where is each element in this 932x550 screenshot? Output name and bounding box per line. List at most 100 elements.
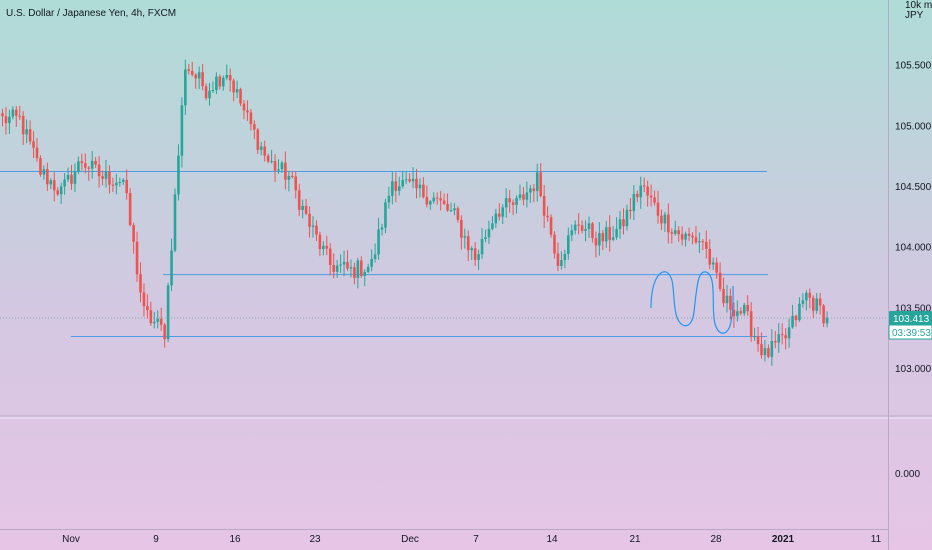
- candle-body: [491, 223, 494, 229]
- indicator-zero-tick: 0.000: [895, 469, 920, 480]
- candle-body: [453, 208, 456, 211]
- candle-body: [328, 248, 332, 266]
- candle-body: [101, 176, 104, 179]
- last-price-tag: 103.413: [889, 311, 932, 325]
- candle-body: [184, 69, 187, 106]
- candle-body: [56, 190, 59, 195]
- candle-body: [577, 224, 580, 226]
- candle-body: [353, 267, 356, 278]
- candle-body: [618, 219, 622, 229]
- candle-body: [760, 344, 763, 356]
- candle-body: [591, 223, 594, 239]
- candle-body: [73, 171, 77, 184]
- candle-body: [259, 146, 263, 150]
- candle-body: [470, 248, 473, 251]
- candle-body: [204, 86, 208, 99]
- candle-body: [801, 300, 805, 304]
- candle-body: [404, 179, 408, 181]
- candle-body: [825, 317, 829, 324]
- candle-body: [277, 169, 280, 171]
- candle-body: [222, 77, 225, 87]
- candle-body: [708, 248, 712, 265]
- candle-body: [42, 169, 46, 175]
- candle-body: [111, 184, 115, 186]
- time-tick-3: 23: [309, 534, 321, 545]
- time-tick-10: 11: [871, 534, 882, 545]
- candle-body: [739, 311, 743, 314]
- candle-body: [549, 217, 553, 235]
- candle-body: [546, 215, 549, 218]
- candle-body: [163, 324, 166, 340]
- candle-body: [335, 265, 339, 272]
- candle-body: [805, 292, 808, 301]
- candle-body: [808, 292, 812, 298]
- candle-body: [197, 72, 201, 79]
- candle-body: [446, 203, 449, 211]
- candle-body: [18, 115, 22, 117]
- candle-body: [187, 69, 191, 71]
- candle-body: [425, 197, 429, 205]
- candle-body: [729, 295, 732, 310]
- projected-path: [650, 271, 734, 334]
- candle-body: [736, 311, 739, 317]
- candle-body: [563, 253, 567, 261]
- candle-body: [608, 227, 611, 240]
- candle-body: [311, 225, 315, 227]
- candle-body: [784, 335, 787, 339]
- candle-body: [118, 181, 122, 183]
- candle-body: [525, 192, 529, 200]
- candle-body: [391, 181, 394, 196]
- candle-body: [691, 235, 694, 238]
- candle-body: [28, 129, 32, 142]
- time-tick-6: 14: [546, 534, 558, 545]
- candle-body: [598, 233, 601, 246]
- candle-body: [115, 182, 118, 186]
- candle-body: [767, 348, 770, 357]
- candle-body: [511, 202, 515, 205]
- candle-body: [239, 89, 242, 104]
- candle-body: [570, 230, 574, 236]
- countdown-value: 03:39:53: [892, 328, 931, 339]
- support-resistance-lines: [0, 170, 768, 337]
- time-tick-1: 9: [153, 534, 159, 545]
- candle-body: [142, 292, 146, 307]
- price-axis[interactable]: 105.500 105.000 104.500 104.000 103.500 103.0…: [895, 61, 932, 375]
- candle-body: [401, 180, 404, 187]
- candle-body: [25, 129, 28, 135]
- candle-body: [32, 141, 35, 148]
- candle-body: [301, 205, 304, 210]
- candle-body: [52, 180, 56, 191]
- candle-body: [266, 155, 270, 162]
- candle-body: [439, 198, 442, 201]
- candle-body: [318, 234, 322, 250]
- candle-body: [15, 109, 18, 116]
- candle-body: [190, 70, 194, 75]
- candle-body: [363, 271, 367, 276]
- candle-body: [501, 207, 505, 217]
- candle-body: [660, 215, 663, 224]
- candle-body: [601, 233, 605, 242]
- candle-body: [791, 315, 794, 328]
- candle-body: [680, 234, 684, 240]
- candle-body: [622, 219, 625, 227]
- candle-body: [84, 163, 87, 168]
- time-axis[interactable]: Nov 9 16 23 Dec 7 14 21 28 2021 11: [62, 534, 882, 545]
- candle-body: [356, 260, 360, 278]
- candle-body: [698, 241, 701, 243]
- candle-body: [159, 318, 163, 325]
- candle-body: [39, 158, 42, 175]
- candle-body: [818, 298, 822, 306]
- candle-body: [373, 254, 377, 259]
- candle-body: [228, 74, 232, 81]
- candle-body: [560, 260, 563, 266]
- candle-body: [556, 253, 560, 266]
- candle-body: [701, 241, 705, 243]
- candle-body: [487, 228, 491, 238]
- price-tick-1: 105.000: [895, 121, 932, 132]
- candle-body: [429, 201, 432, 205]
- candle-body: [387, 195, 391, 203]
- candle-body: [777, 334, 781, 343]
